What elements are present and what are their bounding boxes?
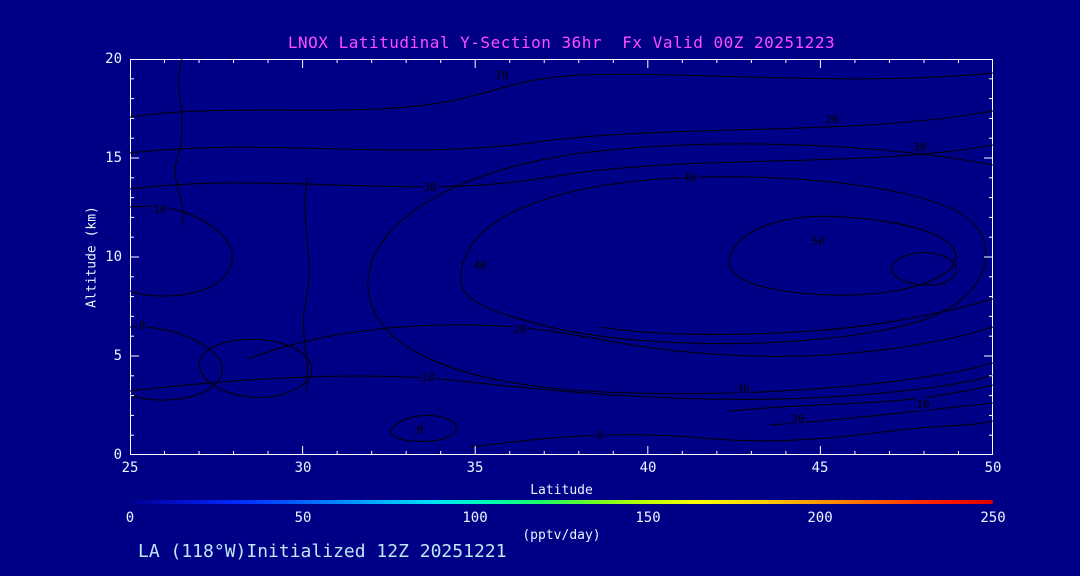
x-tick-label: 45 bbox=[811, 460, 829, 476]
colorbar-tick-label: 50 bbox=[294, 510, 312, 526]
contour-line bbox=[129, 205, 233, 297]
y-tick-label: 10 bbox=[105, 249, 122, 265]
contour-line bbox=[198, 338, 313, 398]
x-tick-label: 40 bbox=[639, 460, 657, 476]
contour-line bbox=[247, 324, 994, 360]
contour-label: 30 bbox=[423, 181, 436, 194]
contour-line bbox=[891, 252, 957, 286]
y-tick-label: 5 bbox=[113, 348, 122, 364]
contour-canvas: 10 20 30 40 50 40 30 30 20 10 10 0 0 0 2… bbox=[129, 58, 994, 456]
contour-label: 10 bbox=[153, 203, 166, 216]
contour-line bbox=[769, 402, 994, 426]
contour-line bbox=[367, 143, 994, 395]
contour-line bbox=[174, 58, 184, 226]
contour-line bbox=[129, 110, 994, 154]
contour-label: 20 bbox=[791, 413, 804, 426]
colorbar-tick-label: 0 bbox=[125, 510, 135, 526]
contour-line bbox=[728, 215, 957, 296]
contour-label: 30 bbox=[736, 383, 749, 396]
contour-label: 40 bbox=[473, 259, 486, 272]
colorbar-tick-label: 200 bbox=[807, 510, 833, 526]
contour-line bbox=[129, 144, 994, 190]
colorbar-tick-label: 150 bbox=[635, 510, 661, 526]
contour-label: 0 bbox=[139, 319, 146, 332]
y-tick-label: 0 bbox=[113, 447, 122, 463]
contour-label: 10 bbox=[495, 69, 508, 82]
contour-plot-area: 10 20 30 40 50 40 30 30 20 10 10 0 0 0 2… bbox=[129, 58, 994, 456]
contour-label: 10 bbox=[916, 398, 929, 411]
contour-label: 20 bbox=[825, 113, 838, 126]
x-tick-label: 50 bbox=[984, 460, 1002, 476]
contour-label: 20 bbox=[513, 323, 526, 336]
contour-line bbox=[599, 298, 994, 335]
contour-label: 10 bbox=[421, 371, 434, 384]
plot-frame-border bbox=[130, 59, 993, 455]
contour-label: 50 bbox=[811, 235, 824, 248]
contour-line bbox=[390, 414, 457, 442]
y-tick-label: 20 bbox=[105, 51, 122, 67]
y-tick-label: 15 bbox=[105, 150, 122, 166]
contour-label: 40 bbox=[683, 171, 696, 184]
colorbar-tick-label: 250 bbox=[980, 510, 1006, 526]
x-tick-label: 30 bbox=[294, 460, 312, 476]
plot-title: LNOX Latitudinal Y-Section 36hr Fx Valid… bbox=[287, 33, 836, 52]
contour-level-labels: 10 20 30 40 50 40 30 30 20 10 10 0 0 0 2… bbox=[136, 67, 932, 445]
colorbar-units-label: (pptv/day) bbox=[522, 528, 601, 543]
contour-line bbox=[129, 72, 994, 118]
contour-label: 30 bbox=[913, 141, 926, 154]
contour-line bbox=[129, 374, 994, 400]
contour-label: 0 bbox=[417, 423, 424, 436]
contour-line bbox=[729, 384, 994, 412]
init-annotation: LA (118°W)Initialized 12Z 20251221 bbox=[138, 541, 507, 562]
contour-label: 0 bbox=[597, 429, 604, 442]
contour-line bbox=[469, 420, 994, 448]
colorbar-tick-label: 100 bbox=[462, 510, 488, 526]
x-tick-label: 25 bbox=[121, 460, 139, 476]
contour-lines bbox=[129, 58, 994, 448]
x-tick-label: 35 bbox=[466, 460, 484, 476]
x-axis-label: Latitude bbox=[530, 483, 593, 498]
contour-line bbox=[460, 176, 987, 345]
colorbar-gradient bbox=[130, 500, 993, 504]
contour-line bbox=[303, 176, 310, 394]
contour-line bbox=[129, 326, 223, 401]
